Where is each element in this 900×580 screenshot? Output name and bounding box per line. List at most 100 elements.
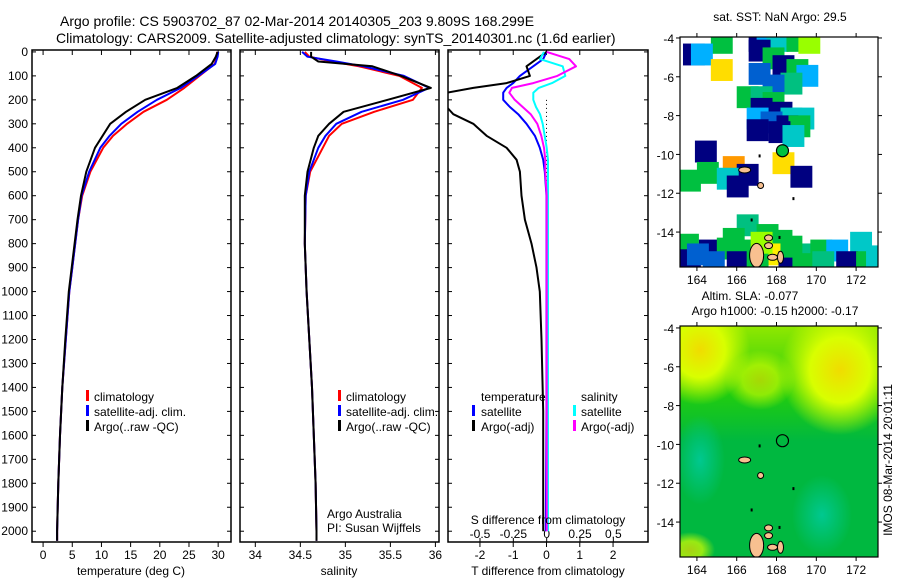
legend-label: satellite [581,405,622,419]
island [757,181,765,189]
depth-tick-label: 1200 [1,332,28,346]
depth-tick-label: 900 [8,261,28,275]
depth-tick-label: 2000 [1,524,28,538]
island [767,253,779,261]
sst-cell [836,251,859,267]
depth-tick-label: 400 [8,141,28,155]
legend-swatch-satellite [86,405,89,416]
series-group [301,51,432,541]
lon-tick-label: 172 [846,563,866,577]
sst-cells [680,37,878,267]
legend-label: Argo(-adj) [481,420,534,434]
legend-swatch-s-satellite [573,405,576,416]
s-tick-label: 0.5 [605,527,622,541]
legend-swatch-climatology [338,390,341,401]
legend-swatch-satellite [338,405,341,416]
sst-cell [772,152,795,175]
x-tick-label: 30 [211,548,225,562]
depth-tick-label: 500 [8,165,28,179]
sst-cell [696,161,719,184]
depth-tick-label: 1400 [1,380,28,394]
credit-pi: PI: Susan Wijffels [327,521,421,535]
lat-tick-label: -6 [663,71,674,85]
salinity-panel: 34 34.5 35 35.5 36 [239,49,443,562]
x-tick-label: 10 [95,548,109,562]
lat-tick-label: -14 [657,516,675,530]
island [792,487,795,491]
sst-cell [798,37,821,54]
legend-label: Argo(..raw -QC) [94,420,179,434]
series-line-s-argo-adj- [508,50,577,532]
sst-cell [726,175,749,198]
lon-tick-label: 166 [727,273,747,287]
difference-legend: temperature salinity satellite Argo(-adj… [472,390,634,434]
x-tick-label: 25 [182,548,196,562]
figure-title: Argo profile: CS 5903702_87 02-Mar-2014 … [60,13,534,29]
s-tick-label: 0 [543,527,550,541]
x-tick-label: 36 [429,548,443,562]
series-line-argo-raw-qc- [56,51,219,541]
argo-position-marker [775,434,790,448]
sst-cell [710,59,733,81]
depth-tick-label: 600 [8,189,28,203]
sst-cell [722,227,745,250]
island [764,242,774,250]
depth-tick-label: 1800 [1,476,28,490]
sst-cell [780,72,803,95]
island [749,242,765,267]
temperature-axis-label: temperature (deg C) [77,564,185,578]
x-tick-label: 34.5 [289,548,313,562]
sst-map: 164 166 168 170 172 -4 -6 -8 -10 -12 -14 [657,32,882,287]
island [738,456,752,464]
island [767,543,779,551]
island [749,532,765,557]
island [758,444,761,448]
sla-field [680,326,878,557]
legend-swatch-argo [338,420,341,431]
argo-position-marker [775,144,790,158]
island [750,218,753,222]
lon-tick-label: 168 [766,563,786,577]
depth-tick-label: 800 [8,237,28,251]
plot-frame [447,49,649,543]
series-line-t-argo-adj- [448,51,548,532]
series-line-s-satellite [532,51,567,532]
depth-tick-label: 1500 [1,404,28,418]
legend-title-temperature: temperature [481,390,546,404]
depth-tick-label: 1700 [1,452,28,466]
x-tick-label: 5 [69,548,76,562]
t-tick-label: 0 [543,548,550,562]
legend-swatch-s-argo [573,420,576,431]
sst-cell [866,245,878,267]
legend-label: satellite-adj. clim. [94,405,186,419]
island [776,540,784,554]
depth-tick-label: 200 [8,93,28,107]
series-line-climatology [303,51,423,541]
s-tick-label: -0.25 [500,527,528,541]
island [778,525,781,529]
depth-tick-label: 0 [21,45,28,59]
legend-label: satellite [481,405,522,419]
legend-title-salinity: salinity [581,390,618,404]
island [757,471,765,479]
series-line-climatology [56,51,218,541]
map-frame [679,36,879,268]
sst-cell [690,43,713,66]
lat-tick-label: -14 [657,226,675,240]
s-axis-label: S difference from climatology [471,513,626,527]
lat-tick-label: -4 [663,322,674,336]
sst-cell [780,235,803,258]
depth-tick-label: 300 [8,117,28,131]
depth-tick-label: 1900 [1,500,28,514]
figure-subtitle: Climatology: CARS2009. Satellite-adjuste… [56,30,616,46]
lat-tick-label: -4 [663,32,674,46]
depth-tick-label: 1000 [1,285,28,299]
series-line-argo-raw-qc- [303,51,432,541]
legend-swatch-t-argo [472,420,475,431]
x-tick-label: 35.5 [379,548,403,562]
lon-tick-label: 172 [846,273,866,287]
lat-tick-label: -12 [657,187,675,201]
lat-tick-label: -8 [663,400,674,414]
map-frame [679,325,879,558]
